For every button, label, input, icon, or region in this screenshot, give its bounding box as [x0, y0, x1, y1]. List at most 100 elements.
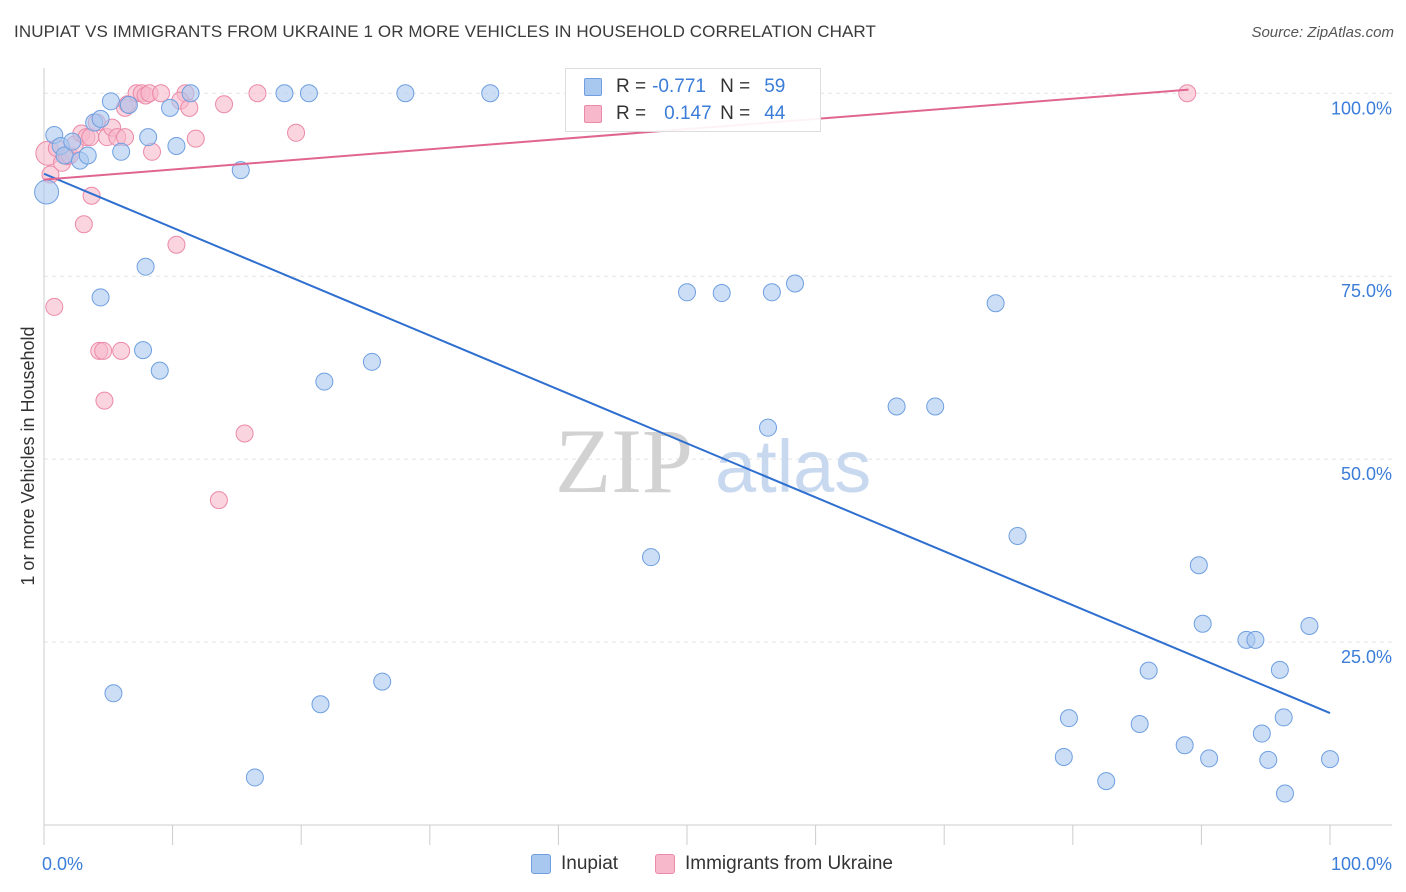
inupiat-point	[759, 418, 778, 437]
inupiat-point	[1270, 660, 1289, 679]
inupiat-point	[78, 146, 97, 165]
ukraine-swatch	[584, 105, 602, 123]
legend-r-label: R =	[616, 76, 647, 97]
legend-label-inupiat: Inupiat	[561, 853, 619, 874]
inupiat-point	[1193, 614, 1212, 633]
inupiat-point	[1008, 526, 1027, 545]
inupiat-point	[150, 361, 169, 380]
ukraine-point	[186, 129, 205, 148]
y-tick-label: 25.0%	[1341, 647, 1392, 667]
inupiat-point	[1321, 750, 1339, 769]
inupiat-point	[245, 768, 264, 787]
ukraine-point	[45, 297, 64, 316]
inupiat-point	[136, 257, 155, 276]
inupiat-point	[1059, 709, 1078, 728]
inupiat-point	[1300, 616, 1319, 635]
inupiat-point	[181, 84, 200, 103]
legend-r-value: -0.771	[652, 76, 706, 97]
legend-row-inupiat: R = -0.771 N = 59	[584, 75, 785, 99]
watermark-atlas: atlas	[715, 425, 871, 508]
inupiat-point	[1175, 736, 1194, 755]
inupiat-point	[139, 128, 158, 147]
legend-n-value: 44	[764, 103, 786, 124]
legend-r-label: R =	[616, 103, 647, 124]
inupiat-point	[887, 397, 906, 416]
inupiat-point	[1274, 708, 1293, 727]
watermark-zip: ZIP	[555, 410, 693, 512]
inupiat-swatch	[531, 854, 551, 874]
inupiat-point	[112, 142, 131, 161]
legend-n-label: N =	[720, 76, 751, 97]
axes	[43, 68, 1392, 845]
inupiat-point	[926, 397, 945, 416]
y-tick-label: 50.0%	[1341, 464, 1392, 484]
inupiat-point	[1246, 630, 1265, 649]
inupiat-point	[373, 672, 392, 691]
grid-lines	[44, 92, 1392, 643]
inupiat-point	[678, 283, 696, 302]
tick-labels: 25.0% 50.0% 75.0% 100.0% 0.0% 100.0%	[42, 98, 1392, 874]
trend-lines	[43, 88, 1331, 714]
inupiat-point	[119, 95, 138, 114]
inupiat-point	[299, 84, 318, 103]
ukraine-point	[287, 123, 306, 142]
inupiat-point	[91, 109, 110, 128]
inupiat-point	[362, 352, 381, 371]
inupiat-point	[786, 274, 805, 293]
ukraine-point	[1178, 84, 1197, 103]
ukraine-point	[215, 95, 234, 114]
inupiat-point	[167, 136, 186, 155]
ukraine-point	[94, 341, 113, 360]
inupiat-trend-line	[43, 172, 1331, 714]
inupiat-point	[762, 283, 781, 302]
inupiat-point	[1275, 784, 1294, 803]
inupiat-swatch	[584, 78, 602, 96]
inupiat-point	[641, 548, 660, 567]
ukraine-point	[152, 84, 171, 103]
inupiat-point	[134, 341, 153, 360]
ukraine-point	[74, 215, 93, 234]
inupiat-point	[101, 92, 120, 111]
correlation-legend: R = -0.771 N = 59 R = 0.147 N = 44	[565, 68, 821, 132]
y-tick-label: 75.0%	[1341, 281, 1392, 301]
inupiat-point	[231, 161, 250, 180]
inupiat-point	[1200, 749, 1219, 768]
legend-n-value: 59	[764, 76, 786, 97]
ukraine-swatch	[655, 854, 675, 874]
inupiat-point	[396, 84, 415, 103]
ukraine-point	[112, 341, 131, 360]
ukraine-trend-line	[43, 88, 1189, 181]
inupiat-point	[1259, 750, 1278, 769]
inupiat-point	[63, 132, 82, 151]
inupiat-point	[1139, 661, 1158, 680]
inupiat-point	[104, 684, 123, 703]
inupiat-point	[1252, 724, 1271, 743]
inupiat-point	[712, 284, 731, 303]
legend-item-ukraine: Immigrants from Ukraine	[655, 852, 893, 876]
legend-label-ukraine: Immigrants from Ukraine	[685, 853, 893, 874]
inupiat-point	[161, 98, 180, 117]
inupiat-point	[315, 372, 334, 391]
source-credit: Source: ZipAtlas.com	[1251, 24, 1394, 41]
inupiat-point	[1054, 747, 1073, 766]
inupiat-point	[34, 179, 60, 205]
x-tick-label: 100.0%	[1331, 854, 1392, 874]
chart-title: INUPIAT VS IMMIGRANTS FROM UKRAINE 1 OR …	[14, 22, 876, 41]
series-inupiat-points	[34, 84, 1339, 803]
ukraine-point	[167, 235, 186, 254]
inupiat-point	[1097, 772, 1116, 791]
inupiat-point	[481, 84, 500, 103]
legend-item-inupiat: Inupiat	[531, 852, 618, 876]
y-axis-label: 1 or more Vehicles in Household	[18, 326, 38, 585]
ukraine-point	[95, 391, 114, 410]
ukraine-point	[248, 84, 267, 103]
x-tick-label: 0.0%	[42, 854, 83, 874]
legend-n-label: N =	[720, 103, 751, 124]
inupiat-point	[91, 288, 110, 307]
legend-r-value: 0.147	[664, 103, 712, 124]
legend-row-ukraine: R = 0.147 N = 44	[584, 102, 785, 126]
y-tick-label: 100.0%	[1331, 98, 1392, 118]
inupiat-point	[1189, 556, 1208, 575]
inupiat-point	[1130, 715, 1149, 734]
ukraine-point	[209, 491, 228, 510]
